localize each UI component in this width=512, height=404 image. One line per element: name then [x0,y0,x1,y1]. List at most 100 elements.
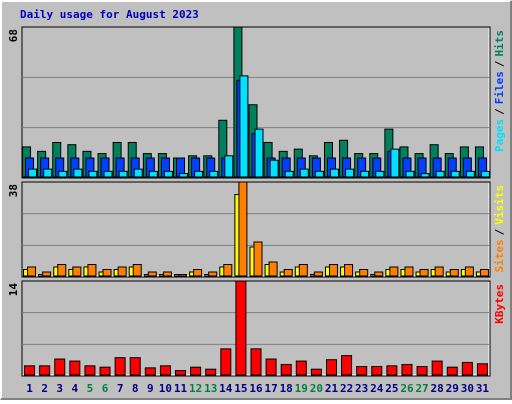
bar [208,271,218,277]
bar [434,266,444,277]
bar [360,170,370,178]
bar [28,168,38,178]
bar [129,357,141,376]
x-tick-label: 5 [87,382,94,395]
bar [359,269,369,277]
x-tick-label: 1 [26,382,33,395]
x-tick-label: 19 [295,382,308,395]
bar [114,357,126,376]
bar [419,269,429,277]
bar [148,170,158,178]
bar [356,366,368,376]
bar [57,264,67,277]
bar [375,170,385,178]
bar [450,170,460,178]
bar [431,360,443,376]
legend-separator: / [493,108,506,115]
bar [341,355,353,376]
bar [194,170,204,178]
x-tick-label: 7 [117,382,124,395]
bar [345,168,355,178]
bar [446,366,458,376]
x-tick-label: 20 [310,382,323,395]
bar [416,366,428,376]
x-tick-label: 22 [340,382,353,395]
x-tick-label: 24 [370,382,384,395]
x-tick-label: 25 [385,382,398,395]
bar [69,360,81,376]
bar [401,363,413,376]
x-tick-label: 28 [431,382,444,395]
bar [310,368,322,376]
bar [389,266,399,277]
bar [144,367,156,376]
bar [461,361,473,376]
bar [238,181,248,277]
x-tick-label: 18 [280,382,293,395]
bar [254,128,264,178]
bar [220,348,232,376]
bar [479,269,489,277]
legend-entry: KBytes [493,284,506,324]
bar [73,168,83,178]
bar [43,168,53,178]
chart-title: Daily usage for August 2023 [20,8,199,21]
bar [193,269,203,277]
x-tick-label: 21 [325,382,339,395]
bar [344,264,354,277]
bar [268,261,278,277]
bar [284,170,294,178]
legend-separator: / [493,60,506,67]
bar [329,168,339,178]
bar [54,358,66,376]
bar [163,170,173,178]
bar [405,170,415,178]
bar [133,168,143,178]
bar [283,269,293,277]
x-tick-label: 3 [56,382,63,395]
bar [99,366,111,376]
bar [39,365,51,376]
bar [24,365,36,376]
legend-entry: Sites [493,239,506,272]
bar [132,264,142,277]
bar [295,360,307,376]
bar [386,365,398,376]
bar [390,148,400,178]
legend-separator: / [493,228,506,235]
bar [190,366,202,376]
bar [449,269,459,277]
bar [239,75,249,178]
bar [205,368,217,376]
x-tick-label: 12 [189,382,202,395]
x-tick-label: 26 [400,382,414,395]
bar [328,264,338,277]
bar [27,266,37,277]
bar [314,170,324,178]
x-tick-label: 16 [249,382,263,395]
x-tick-label: 15 [234,382,247,395]
x-tick-label: 4 [72,382,79,395]
bar [117,266,127,277]
x-tick-label: 9 [147,382,154,395]
x-tick-label: 11 [174,382,188,395]
bar [280,363,292,376]
bar [480,170,490,178]
x-tick-label: 14 [219,382,233,395]
bar [420,173,430,178]
bar [224,155,234,178]
bar [313,271,323,277]
bar [250,348,262,376]
x-tick-label: 27 [415,382,428,395]
x-tick-label: 31 [476,382,490,395]
x-tick-label: 8 [132,382,139,395]
legend: Sites / Visits [493,185,506,273]
bar [253,241,263,277]
bar [118,170,128,178]
x-tick-label: 30 [461,382,474,395]
legend: Pages / Files / Hits [493,30,506,152]
x-tick-label: 29 [446,382,459,395]
